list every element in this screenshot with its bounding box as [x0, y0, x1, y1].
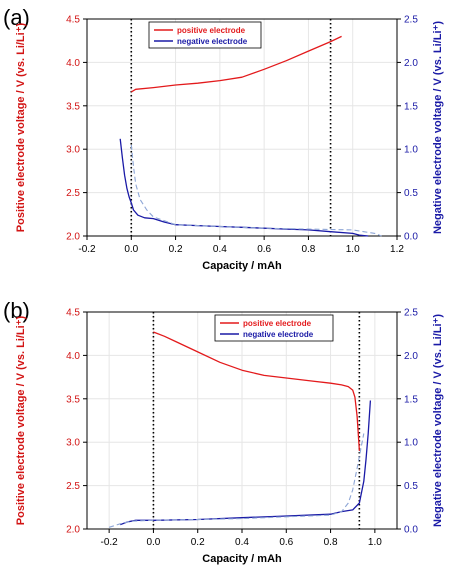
positive-electrode-line — [130, 35, 342, 93]
negative-electrode-line — [119, 138, 369, 237]
y2-tick-label: 2.0 — [404, 351, 418, 362]
x-tick-label: 0.4 — [213, 244, 227, 255]
chart-panel-b: (b) -0.2 0.0 0.2 0.4 0.6 0.8 1.0 2.0 2.5 3.0 3.5 4.0… — [3, 298, 444, 565]
x-tick-label: 0.0 — [124, 244, 138, 255]
y2-tick-label: 1.5 — [404, 394, 418, 405]
plot-frame — [86, 18, 398, 237]
x-tick-label: 0.6 — [279, 537, 293, 548]
reference-dashed-line — [108, 433, 365, 528]
x-tick-label: 0.4 — [235, 537, 249, 548]
x-axis-title: Capacity / mAh — [202, 260, 282, 272]
legend-label: negative electrode — [243, 330, 314, 339]
y-tick-label: 3.0 — [66, 145, 80, 156]
legend-box — [214, 314, 334, 342]
x-tick-label: -0.2 — [101, 537, 119, 548]
x-tick-label: 0.6 — [257, 244, 271, 255]
y2-tick-label: 1.5 — [404, 101, 418, 112]
y2-tick-label: 0.0 — [404, 525, 418, 536]
legend-box — [148, 21, 262, 49]
legend: positive electrode negative electrode — [214, 314, 334, 342]
x-tick-label: 0.0 — [146, 537, 160, 548]
y2-axis-title: Negative electrode voltage / V (vs. Li/L… — [432, 21, 444, 234]
x-tick-label: 1.2 — [390, 244, 404, 255]
y-tick-label: 3.5 — [66, 101, 80, 112]
chart-panel-a: (a) -0.2 0.0 0.2 0.4 0.6 0.8 1.0 1.2 2.0 2.5 3.0 3.5… — [3, 5, 444, 272]
x-tick-label: 1.0 — [346, 244, 360, 255]
x-tick-label: 1.0 — [368, 537, 382, 548]
x-tick-label: 0.2 — [169, 244, 183, 255]
y-tick-label: 2.0 — [66, 525, 80, 536]
x-tick-label: -0.2 — [78, 244, 96, 255]
y-tick-label: 4.5 — [66, 308, 80, 319]
legend-label: positive electrode — [177, 26, 246, 35]
reference-dashed-line — [130, 144, 382, 237]
y2-tick-label: 1.0 — [404, 145, 418, 156]
y-tick-label: 4.0 — [66, 351, 80, 362]
panel-label: (a) — [3, 5, 30, 30]
positive-electrode-line — [153, 331, 361, 451]
y2-tick-label: 0.0 — [404, 232, 418, 243]
legend-label: negative electrode — [177, 37, 248, 46]
x-axis-title: Capacity / mAh — [202, 553, 282, 565]
legend-label: positive electrode — [243, 319, 312, 328]
panel-label: (b) — [3, 298, 30, 323]
y2-tick-label: 0.5 — [404, 188, 418, 199]
y2-tick-label: 2.5 — [404, 308, 418, 319]
y-tick-label: 4.0 — [66, 58, 80, 69]
x-tick-label: 0.2 — [191, 537, 205, 548]
y-tick-label: 2.0 — [66, 232, 80, 243]
y-tick-label: 3.0 — [66, 438, 80, 449]
x-tick-label: 0.8 — [301, 244, 315, 255]
y-axis-title: Positive electrode voltage / V (vs. Li/L… — [15, 22, 27, 232]
y-axis-title: Positive electrode voltage / V (vs. Li/L… — [15, 315, 27, 525]
legend: positive electrode negative electrode — [148, 21, 262, 49]
y2-tick-label: 0.5 — [404, 481, 418, 492]
y-tick-label: 2.5 — [66, 481, 80, 492]
y2-tick-label: 1.0 — [404, 438, 418, 449]
y2-tick-label: 2.5 — [404, 15, 418, 26]
y-tick-label: 2.5 — [66, 188, 80, 199]
y2-axis-title: Negative electrode voltage / V (vs. Li/L… — [432, 314, 444, 527]
y-tick-label: 4.5 — [66, 15, 80, 26]
x-tick-label: 0.8 — [324, 537, 338, 548]
y-tick-label: 3.5 — [66, 394, 80, 405]
y2-tick-label: 2.0 — [404, 58, 418, 69]
negative-electrode-line — [119, 400, 372, 526]
